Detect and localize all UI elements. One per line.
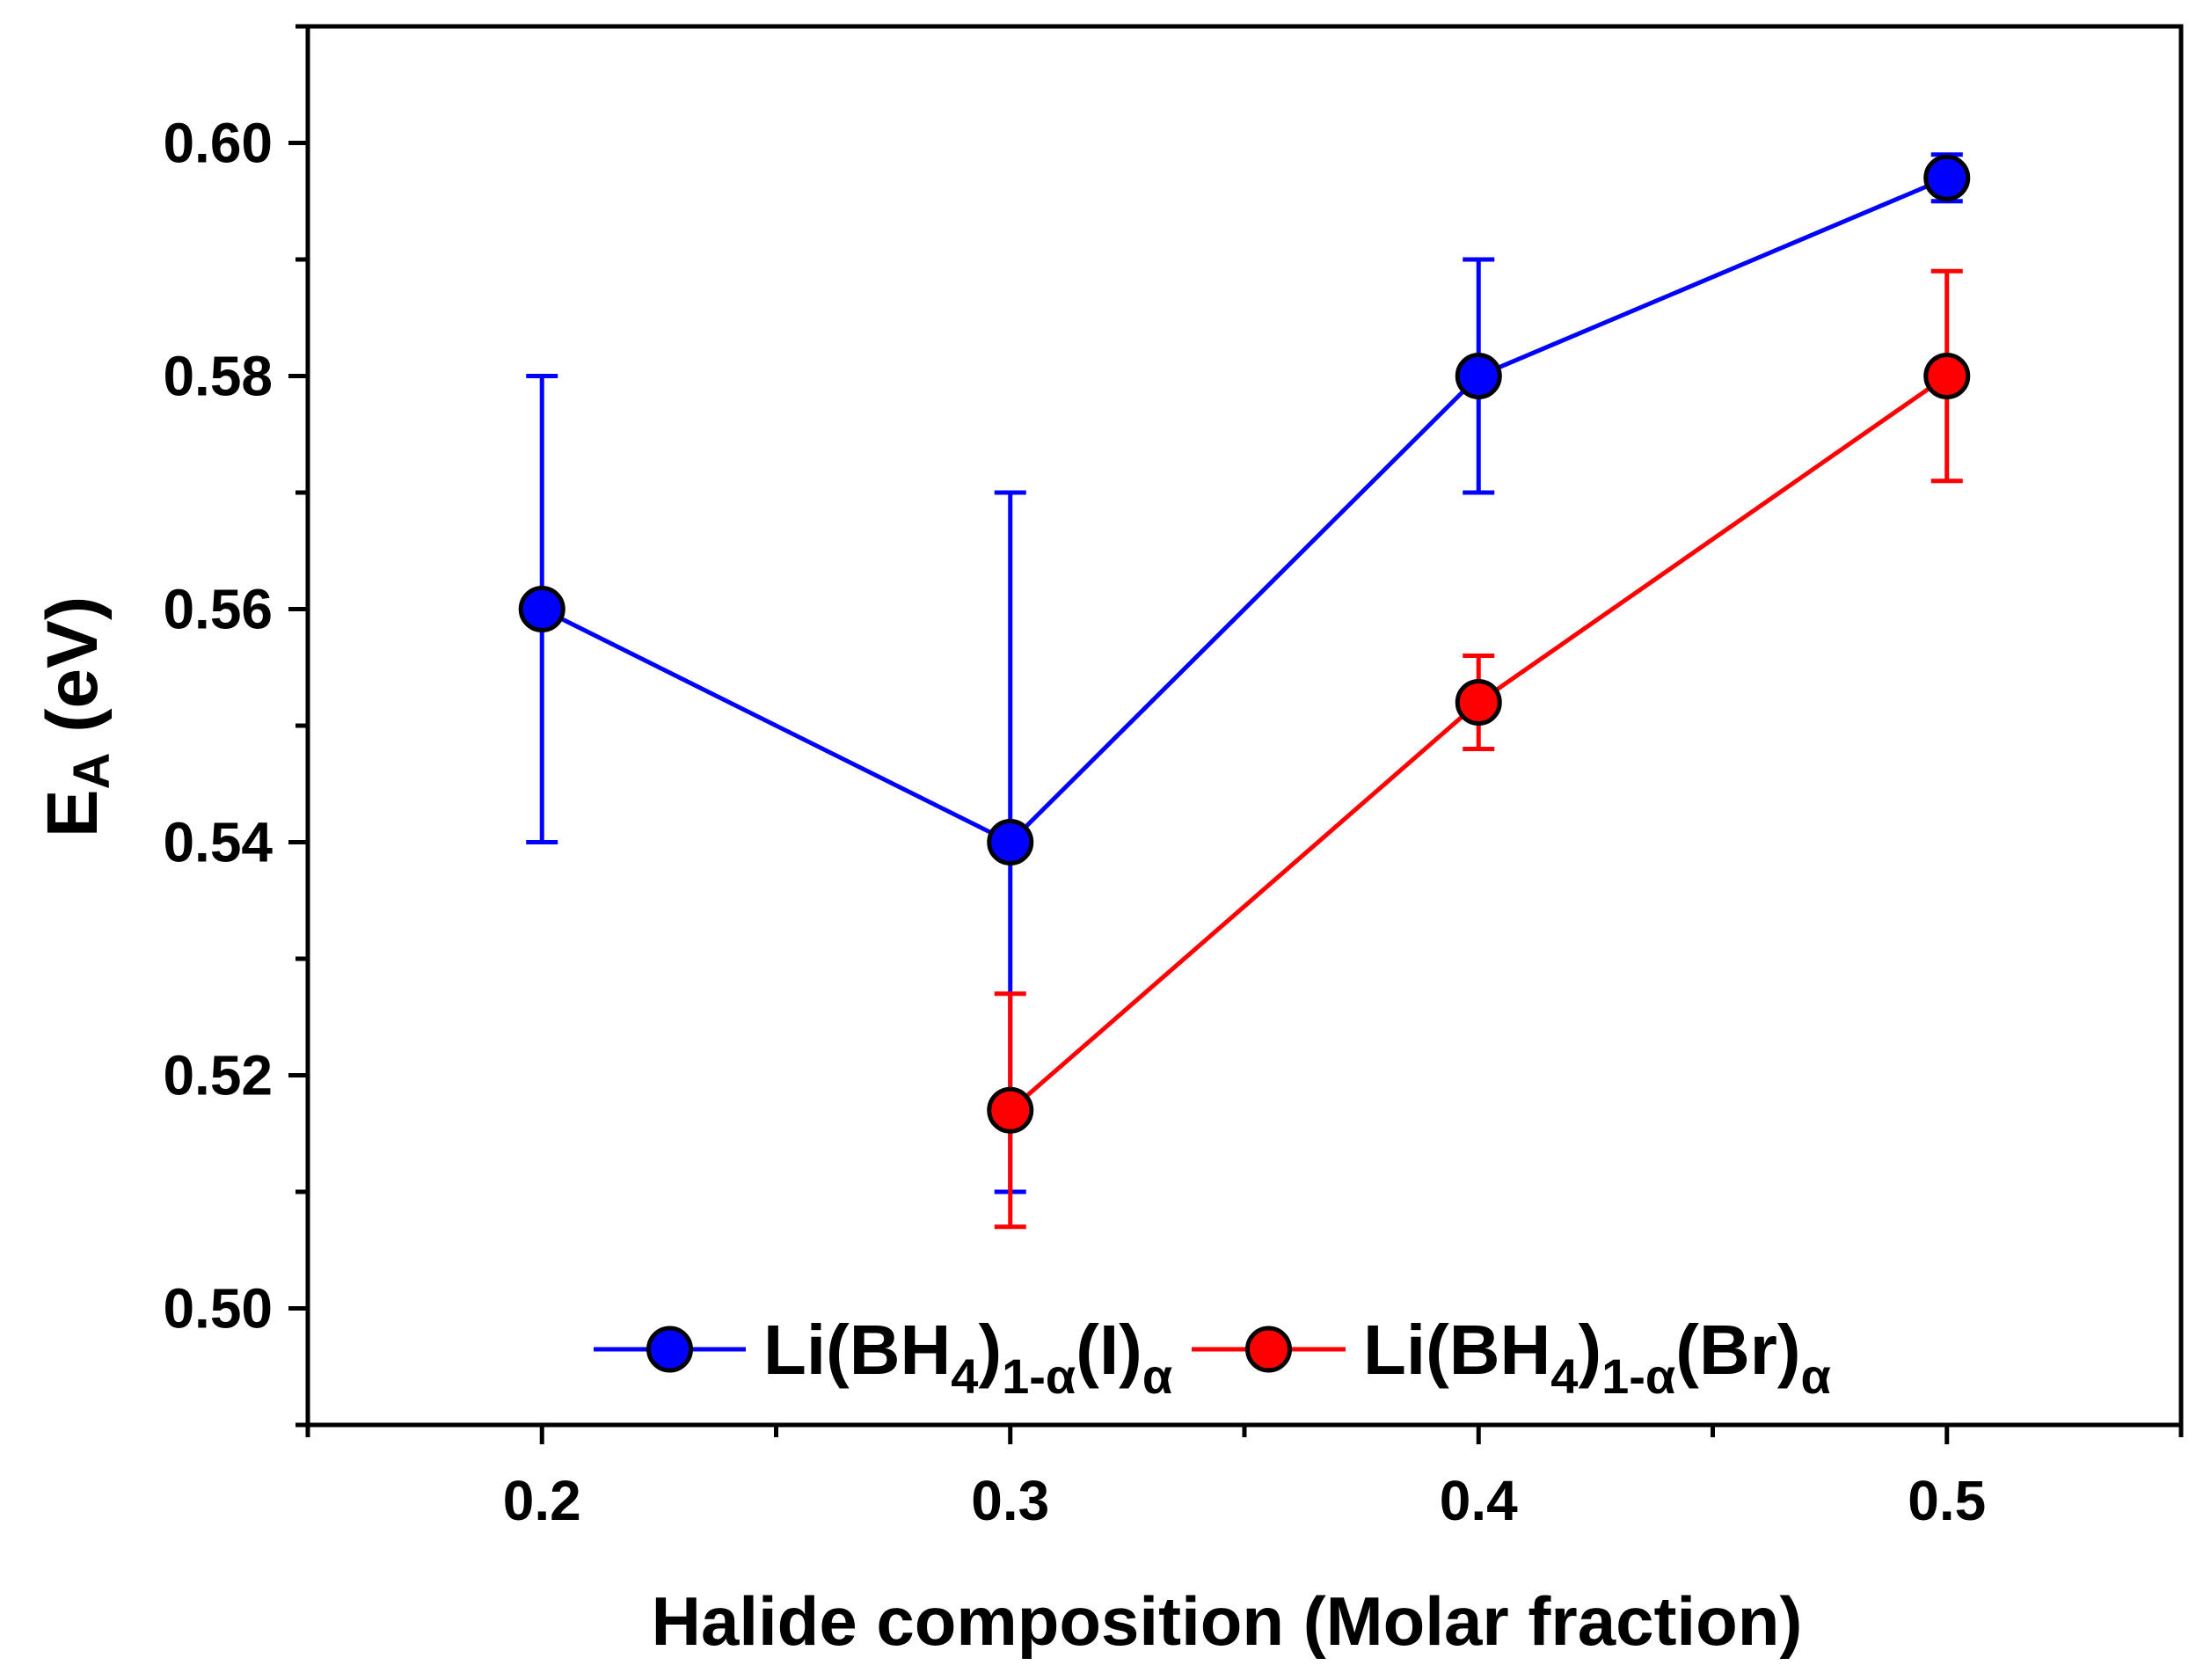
series-1 — [518, 152, 1971, 1194]
legend-label-part: 1-α — [1002, 1348, 1076, 1404]
series-layer — [518, 152, 1971, 1230]
legend-label-part: ) — [978, 1311, 1002, 1389]
legend-label-part: 4 — [951, 1348, 978, 1404]
legend-item-1: Li(BH4)1-α(I)α — [594, 1311, 1172, 1404]
legend-label-part: α — [1800, 1348, 1830, 1404]
legend-label-part: α — [1142, 1348, 1172, 1404]
legend-marker — [646, 1326, 693, 1373]
y-axis-title-sub: A — [63, 753, 120, 790]
y-tick-label: 0.60 — [163, 112, 273, 175]
x-tick-label: 0.2 — [503, 1469, 581, 1532]
data-point — [1455, 679, 1502, 726]
legend-label: Li(BH4)1-α(Br)α — [1363, 1311, 1831, 1404]
x-axis: 0.2 0.3 0.4 0.5 — [305, 1425, 2184, 1532]
legend-label-part: 1-α — [1601, 1348, 1675, 1404]
legend-label: Li(BH4)1-α(I)α — [763, 1311, 1172, 1404]
data-point — [1923, 353, 1971, 399]
legend-label-part: (I) — [1076, 1311, 1142, 1389]
legend-label-part: Li(BH — [763, 1311, 951, 1389]
legend-item-2: Li(BH4)1-α(Br)α — [1192, 1311, 1831, 1404]
data-point — [987, 1086, 1034, 1134]
x-axis-title: Halide composition (Molar fraction) — [652, 1582, 1803, 1660]
plot-frame — [305, 24, 2184, 1428]
x-tick-label: 0.4 — [1440, 1469, 1518, 1532]
y-tick-label: 0.56 — [163, 578, 273, 641]
plot-border — [305, 24, 2184, 1428]
legend-marker — [1245, 1326, 1292, 1373]
y-tick-label: 0.52 — [163, 1044, 273, 1107]
legend-label-part: 4 — [1550, 1348, 1578, 1404]
legend-label-part: Li(BH — [1363, 1311, 1550, 1389]
legend: Li(BH4)1-α(I)α Li(BH4)1-α(Br)α — [594, 1311, 1831, 1404]
data-point — [1923, 154, 1971, 201]
series-line — [541, 175, 1948, 845]
data-point — [987, 819, 1034, 866]
y-axis-title: EA (eV) — [33, 596, 120, 837]
x-tick-label: 0.5 — [1908, 1469, 1986, 1532]
y-axis: 0.50 0.52 0.54 0.56 0.58 0.60 — [163, 24, 308, 1428]
data-point — [518, 586, 565, 632]
legend-label-part: (Br) — [1675, 1311, 1800, 1389]
legend-label-part: ) — [1578, 1311, 1601, 1389]
y-axis-title-main: E — [33, 789, 113, 837]
y-tick-label: 0.50 — [163, 1277, 273, 1340]
data-point — [1455, 353, 1502, 399]
y-tick-label: 0.58 — [163, 345, 273, 408]
series-2 — [987, 268, 1971, 1230]
y-axis-title-rest: (eV) — [33, 596, 113, 753]
x-tick-label: 0.3 — [971, 1469, 1049, 1532]
y-tick-label: 0.54 — [163, 811, 273, 874]
